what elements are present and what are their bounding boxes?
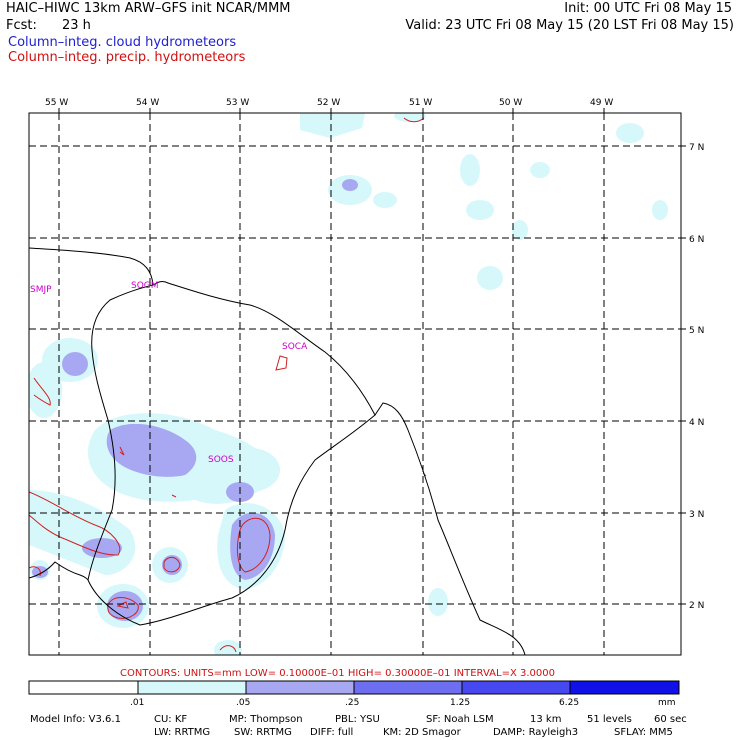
lat-label: 7 N: [689, 143, 704, 153]
coastline: [29, 247, 526, 655]
lon-label: 51 W: [409, 98, 432, 108]
damping-option: DAMP: Rayleigh3: [493, 727, 579, 738]
pbl-scheme: PBL: YSU: [335, 714, 380, 725]
time-step: 60 sec: [654, 714, 687, 725]
station-label: SMJP: [30, 285, 52, 295]
cloud-fill-light: [29, 113, 668, 655]
colorbar-unit: mm: [658, 698, 676, 708]
lon-label: 53 W: [226, 98, 249, 108]
longwave-scheme: LW: RRTMG: [154, 727, 211, 738]
precip-contours: [29, 117, 427, 653]
cumulus-scheme: CU: KF: [154, 714, 188, 725]
lon-label: 55 W: [45, 98, 68, 108]
forecast-hour: 23 h: [62, 18, 91, 33]
lat-label: 6 N: [689, 235, 704, 245]
station-label: SOOS: [208, 455, 234, 465]
contour-info: CONTOURS: UNITS=mm LOW= 0.10000E–01 HIGH…: [120, 668, 555, 679]
field-precip-legend: Column–integ. precip. hydrometeors: [8, 50, 246, 65]
surface-scheme: SF: Noah LSM: [426, 714, 494, 725]
init-time: Init: 00 UTC Fri 08 May 15: [564, 1, 732, 16]
microphysics-scheme: MP: Thompson: [229, 714, 303, 725]
lon-label: 49 W: [590, 98, 613, 108]
colorbar-tick: .05: [236, 698, 250, 708]
km-option: KM: 2D Smagor: [383, 727, 461, 738]
field-cloud-legend: Column–integ. cloud hydrometeors: [8, 35, 237, 50]
lon-label: 54 W: [136, 98, 159, 108]
colorbar-tick: .01: [130, 698, 144, 708]
colorbar: .01 .05 .25 1.25 6.25 mm: [28, 680, 680, 708]
colorbar-tick: 1.25: [450, 698, 470, 708]
surface-layer-option: SFLAY: MM5: [614, 727, 673, 738]
station-label: SOGM: [131, 281, 159, 291]
colorbar-tick: 6.25: [559, 698, 579, 708]
lat-label: 4 N: [689, 418, 704, 428]
valid-time: Valid: 23 UTC Fri 08 May 15 (20 LST Fri …: [405, 18, 734, 33]
forecast-label: Fcst:: [6, 18, 37, 33]
cloud-fill-mid: [32, 179, 358, 621]
diffusion-option: DIFF: full: [310, 727, 354, 738]
plot-title: HAIC–HIWC 13km ARW–GFS init NCAR/MMM: [6, 1, 291, 16]
lat-label: 2 N: [689, 601, 704, 611]
lon-label: 50 W: [499, 98, 522, 108]
colorbar-tick: .25: [345, 698, 359, 708]
lat-label: 5 N: [689, 326, 704, 336]
station-label: SOCA: [282, 342, 308, 352]
lon-label: 52 W: [317, 98, 340, 108]
vertical-levels: 51 levels: [587, 714, 632, 725]
plot-frame: [28, 112, 682, 656]
shortwave-scheme: SW: RRTMG: [234, 727, 292, 738]
lat-label: 3 N: [689, 510, 704, 520]
grid-lines: [29, 113, 681, 655]
grid-spacing: 13 km: [530, 714, 562, 725]
model-version: Model Info: V3.6.1: [30, 714, 121, 725]
